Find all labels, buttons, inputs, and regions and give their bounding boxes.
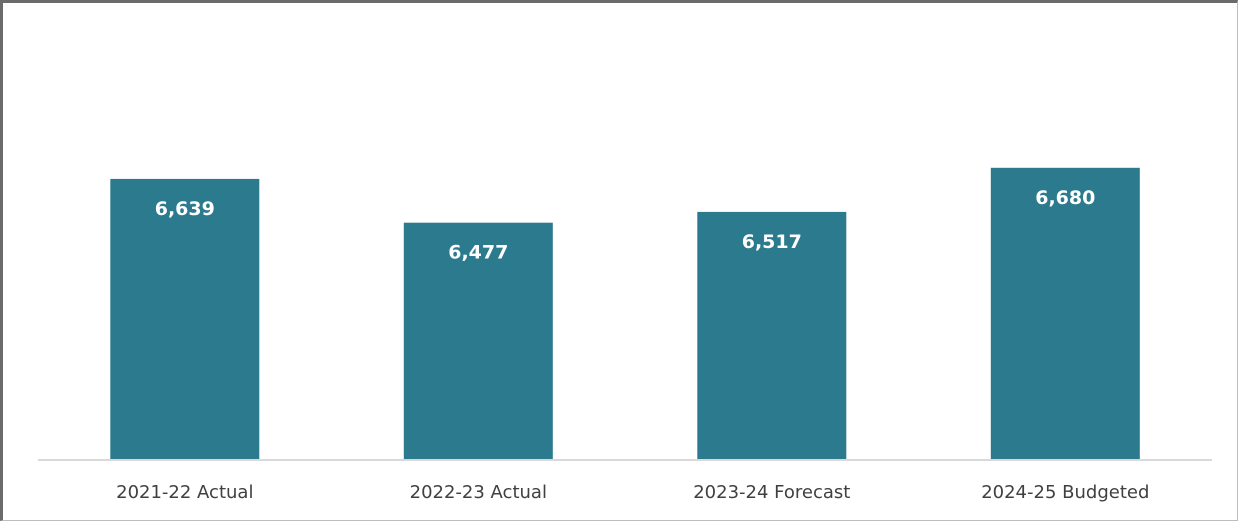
x-tick-label-1: 2021-22 Actual [116, 482, 253, 503]
x-tick-labels: 2021-22 Actual 2022-23 Actual 2023-24 Fore… [116, 482, 1149, 503]
bar-value-label-3: 6,517 [742, 231, 802, 253]
x-tick-label-4: 2024-25 Budgeted [981, 482, 1149, 503]
bar-2 [403, 222, 553, 460]
bar-value-label-4: 6,680 [1035, 187, 1095, 209]
bar-1 [110, 178, 260, 460]
bar-value-label-2: 6,477 [448, 242, 508, 264]
bar-3 [697, 211, 847, 460]
x-tick-label-2: 2022-23 Actual [410, 482, 547, 503]
bar-value-label-1: 6,639 [155, 198, 215, 220]
bar-4 [990, 167, 1140, 461]
bars-layer: 6,639 6,477 6,517 6,680 [110, 167, 1140, 461]
x-tick-label-3: 2023-24 Forecast [693, 482, 850, 503]
